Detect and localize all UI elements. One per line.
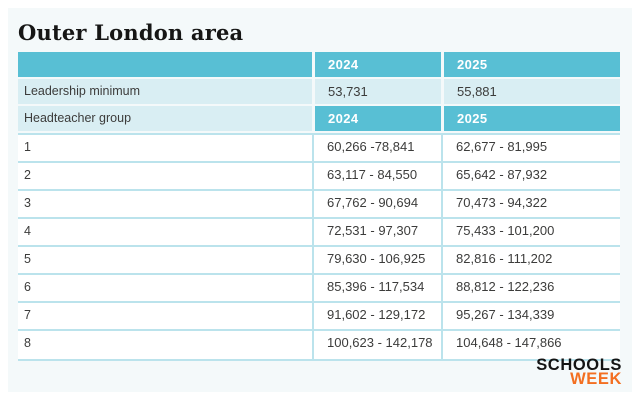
salary-range-2025: 82,816 - 111,202: [441, 247, 620, 273]
schools-week-logo: SCHOOLS WEEK: [536, 356, 622, 388]
salary-range-2025: 65,642 - 87,932: [441, 163, 620, 189]
group-number: 3: [24, 196, 31, 210]
salary-table: 2024 2025 Leadership minimum 53,731 55,8…: [18, 52, 620, 361]
salary-range-2025: 70,473 - 94,322: [441, 191, 620, 217]
salary-range-2024: 72,531 - 97,307: [312, 219, 441, 245]
leadership-minimum-2024: 53,731: [312, 79, 441, 104]
group-number: 6: [24, 280, 31, 294]
logo-week-text: WEEK: [570, 370, 622, 388]
salary-range-2024: 67,762 - 90,694: [312, 191, 441, 217]
table-row: 4 72,531 - 97,307 75,433 - 101,200: [18, 217, 620, 245]
page-title: Outer London area: [18, 20, 244, 45]
salary-range-2025: 88,812 - 122,236: [441, 275, 620, 301]
table-header-row: 2024 2025: [18, 52, 620, 77]
group-number: 2: [24, 168, 31, 182]
group-number: 1: [24, 140, 31, 154]
headteacher-group-label: Headteacher group: [18, 106, 312, 131]
table-row: 8 100,623 - 142,178 104,648 - 147,866: [18, 329, 620, 361]
header-year-2024: 2024: [312, 52, 441, 77]
salary-range-2024: 100,623 - 142,178: [312, 331, 441, 359]
table-row: 3 67,762 - 90,694 70,473 - 94,322: [18, 189, 620, 217]
salary-range-2025: 62,677 - 81,995: [441, 135, 620, 161]
headteacher-year-2025: 2025: [441, 106, 620, 131]
salary-range-2024: 79,630 - 106,925: [312, 247, 441, 273]
table-row: 5 79,630 - 106,925 82,816 - 111,202: [18, 245, 620, 273]
headteacher-group-row: Headteacher group 2024 2025: [18, 106, 620, 131]
salary-range-2025: 75,433 - 101,200: [441, 219, 620, 245]
group-rows: 1 60,266 -78,841 62,677 - 81,995 2 63,11…: [18, 133, 620, 361]
header-empty-cell: [18, 52, 312, 77]
group-number: 5: [24, 252, 31, 266]
salary-range-2024: 85,396 - 117,534: [312, 275, 441, 301]
group-number: 7: [24, 308, 31, 322]
leadership-minimum-2025: 55,881: [441, 79, 620, 104]
table-row: 7 91,602 - 129,172 95,267 - 134,339: [18, 301, 620, 329]
table-row: 1 60,266 -78,841 62,677 - 81,995: [18, 133, 620, 161]
infographic-panel: Outer London area 2024 2025 Leadership m…: [8, 8, 632, 392]
salary-range-2024: 91,602 - 129,172: [312, 303, 441, 329]
group-number: 8: [24, 336, 31, 350]
salary-range-2024: 60,266 -78,841: [312, 135, 441, 161]
salary-range-2024: 63,117 - 84,550: [312, 163, 441, 189]
table-row: 6 85,396 - 117,534 88,812 - 122,236: [18, 273, 620, 301]
table-row: 2 63,117 - 84,550 65,642 - 87,932: [18, 161, 620, 189]
headteacher-year-2024: 2024: [312, 106, 441, 131]
leadership-minimum-row: Leadership minimum 53,731 55,881: [18, 79, 620, 104]
salary-range-2025: 104,648 - 147,866: [441, 331, 620, 359]
header-year-2025: 2025: [441, 52, 620, 77]
logo-schools-text: SCHOOLS: [536, 356, 622, 374]
group-number: 4: [24, 224, 31, 238]
salary-range-2025: 95,267 - 134,339: [441, 303, 620, 329]
leadership-minimum-label: Leadership minimum: [18, 79, 312, 104]
